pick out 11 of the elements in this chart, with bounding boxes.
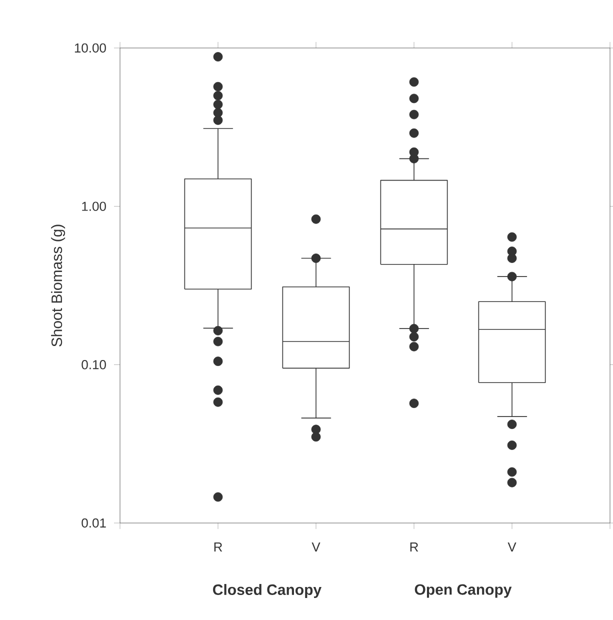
x-tick-label: V [508, 542, 516, 552]
y-axis-title: Shoot Biomass (g) [51, 224, 66, 347]
text: Closed Canopy [213, 584, 322, 598]
x-tick-label: R [214, 542, 222, 552]
text: Open Canopy [414, 584, 512, 598]
y-tick-label: 0.10 [82, 360, 106, 370]
y-tick-label: 1.00 [82, 202, 106, 211]
y-tick-label: 0.01 [82, 518, 106, 528]
x-tick-label: V [312, 542, 320, 552]
y-tick-label: 10.00 [74, 43, 106, 53]
x-tick-label: R [410, 542, 418, 552]
